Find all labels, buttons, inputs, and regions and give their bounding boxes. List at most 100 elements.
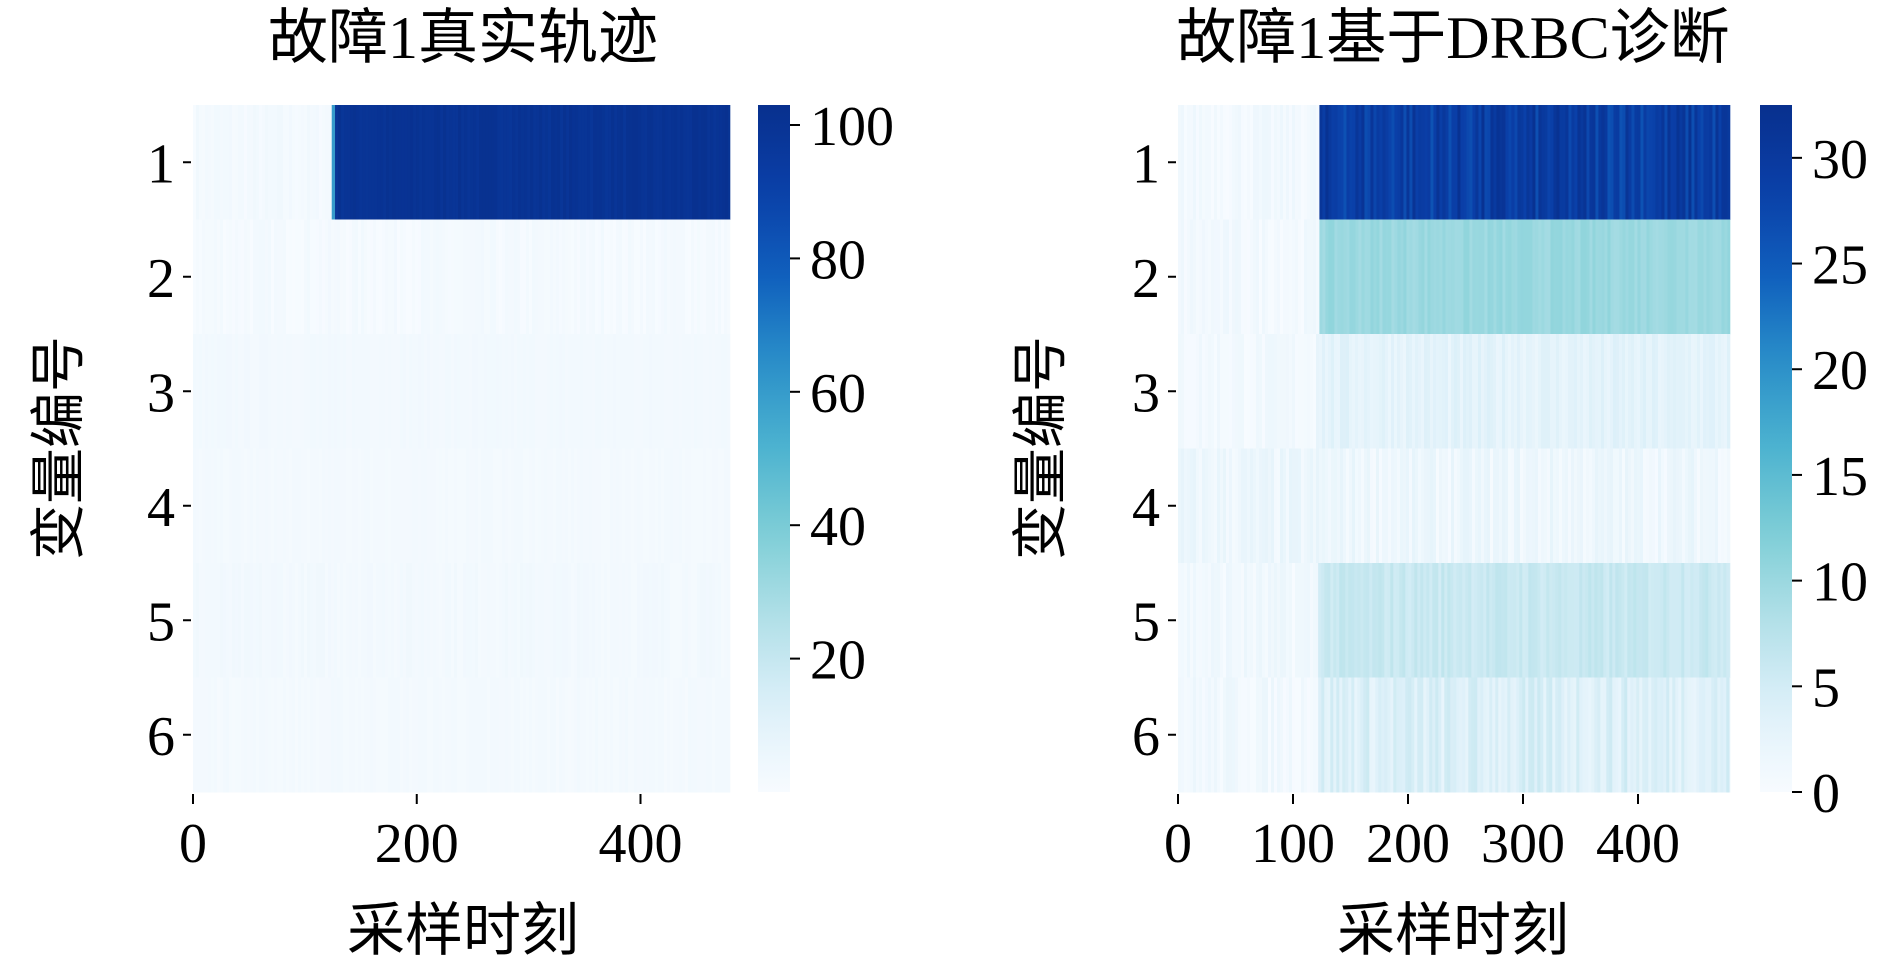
- heatmap-cell: [718, 677, 722, 793]
- heatmap-cell: [337, 563, 341, 678]
- heatmap-cell: [298, 334, 302, 449]
- heatmap-cell: [439, 334, 443, 449]
- heatmap-cell: [565, 448, 569, 564]
- heatmap-cell: [265, 677, 269, 793]
- heatmap-cell: [1403, 219, 1407, 335]
- heatmap-cell: [1193, 448, 1197, 564]
- heatmap-cell: [271, 219, 275, 335]
- heatmap-cell: [388, 334, 392, 449]
- heatmap-cell: [310, 334, 314, 449]
- y-tick-label: 5: [147, 591, 175, 653]
- heatmap-cell: [548, 105, 552, 220]
- heatmap-cell: [556, 448, 560, 564]
- heatmap-cell: [1346, 334, 1350, 449]
- heatmap-cell: [1199, 563, 1203, 678]
- heatmap-cell: [1580, 448, 1584, 564]
- heatmap-cell: [1331, 448, 1335, 564]
- heatmap-cell: [1250, 219, 1254, 335]
- heatmap-cell: [1274, 105, 1278, 220]
- heatmap-cell: [1399, 677, 1403, 793]
- heatmap-cell: [1438, 677, 1442, 793]
- heatmap-cell: [445, 563, 449, 678]
- heatmap-cell: [496, 219, 500, 335]
- heatmap-cell: [364, 448, 368, 564]
- heatmap-cell: [1187, 219, 1191, 335]
- heatmap-cell: [1387, 563, 1391, 678]
- heatmap-cell: [1691, 448, 1695, 564]
- heatmap-cell: [1343, 334, 1347, 449]
- heatmap-cell: [1277, 563, 1281, 678]
- heatmap-cell: [1604, 105, 1608, 220]
- heatmap-cell: [1238, 563, 1242, 678]
- heatmap-cell: [1351, 563, 1355, 678]
- heatmap-cell: [487, 677, 491, 793]
- heatmap-cell: [532, 677, 536, 793]
- heatmap-cell: [1400, 334, 1404, 449]
- heatmap-cell: [650, 105, 654, 220]
- heatmap-cell: [301, 219, 305, 335]
- heatmap-cell: [1424, 105, 1428, 220]
- heatmap-cell: [1696, 563, 1700, 678]
- heatmap-cell: [649, 677, 653, 793]
- heatmap-cell: [1417, 677, 1421, 793]
- heatmap-cell: [427, 334, 431, 449]
- heatmap-cell: [280, 334, 284, 449]
- heatmap-cell: [337, 219, 341, 335]
- heatmap-cell: [1717, 563, 1721, 678]
- heatmap-cell: [355, 219, 359, 335]
- heatmap-cell: [628, 448, 632, 564]
- heatmap-cell: [1588, 563, 1592, 678]
- heatmap-cell: [1580, 334, 1584, 449]
- heatmap-cell: [649, 334, 653, 449]
- heatmap-cell: [1349, 334, 1353, 449]
- heatmap-cell: [362, 105, 366, 220]
- x-tick-labels: 0 100 200 300 400: [1164, 794, 1680, 875]
- heatmap-cell: [316, 219, 320, 335]
- heatmap-cell: [517, 219, 521, 335]
- heatmap-cell: [1181, 219, 1185, 335]
- heatmap-cell: [1508, 448, 1512, 564]
- heatmap-cell: [449, 105, 453, 220]
- heatmap-cell: [1286, 334, 1290, 449]
- heatmap-cell: [1298, 448, 1302, 564]
- heatmap-cell: [1444, 563, 1448, 678]
- heatmap-cell: [463, 219, 467, 335]
- heatmap-cell: [1658, 448, 1662, 564]
- heatmap-cell: [392, 105, 396, 220]
- heatmap-cell: [463, 334, 467, 449]
- heatmap-cell: [1340, 334, 1344, 449]
- heatmap-cell: [415, 677, 419, 793]
- heatmap-cell: [244, 334, 248, 449]
- heatmap-cell: [1526, 219, 1530, 335]
- heatmap-cell: [478, 448, 482, 564]
- heatmap-cell: [688, 677, 692, 793]
- heatmap-cell: [1274, 448, 1278, 564]
- heatmap-cell: [1220, 334, 1224, 449]
- heatmap-cell: [364, 334, 368, 449]
- heatmap-cell: [475, 677, 479, 793]
- heatmap-cell: [1648, 563, 1652, 678]
- heatmap-cell: [244, 448, 248, 564]
- heatmap-cell: [1501, 677, 1505, 793]
- heatmap-cell: [640, 219, 644, 335]
- heatmap-cell: [1388, 219, 1392, 335]
- heatmap-cell: [685, 677, 689, 793]
- heatmap-cell: [220, 334, 224, 449]
- heatmap-cell: [1583, 448, 1587, 564]
- heatmap-cell: [1565, 334, 1569, 449]
- heatmap-cell: [325, 219, 329, 335]
- heatmap-cell: [589, 563, 593, 678]
- heatmap-cell: [214, 334, 218, 449]
- heatmap-cell: [1604, 334, 1608, 449]
- heatmap-cell: [517, 334, 521, 449]
- heatmap-cell: [347, 105, 351, 220]
- heatmap-cell: [250, 677, 254, 793]
- heatmap-cell: [1244, 334, 1248, 449]
- heatmap-cell: [1382, 105, 1386, 220]
- heatmap-cell: [1376, 448, 1380, 564]
- heatmap-cell: [1253, 563, 1257, 678]
- heatmap-cell: [277, 219, 281, 335]
- heatmap-cell: [1615, 677, 1619, 793]
